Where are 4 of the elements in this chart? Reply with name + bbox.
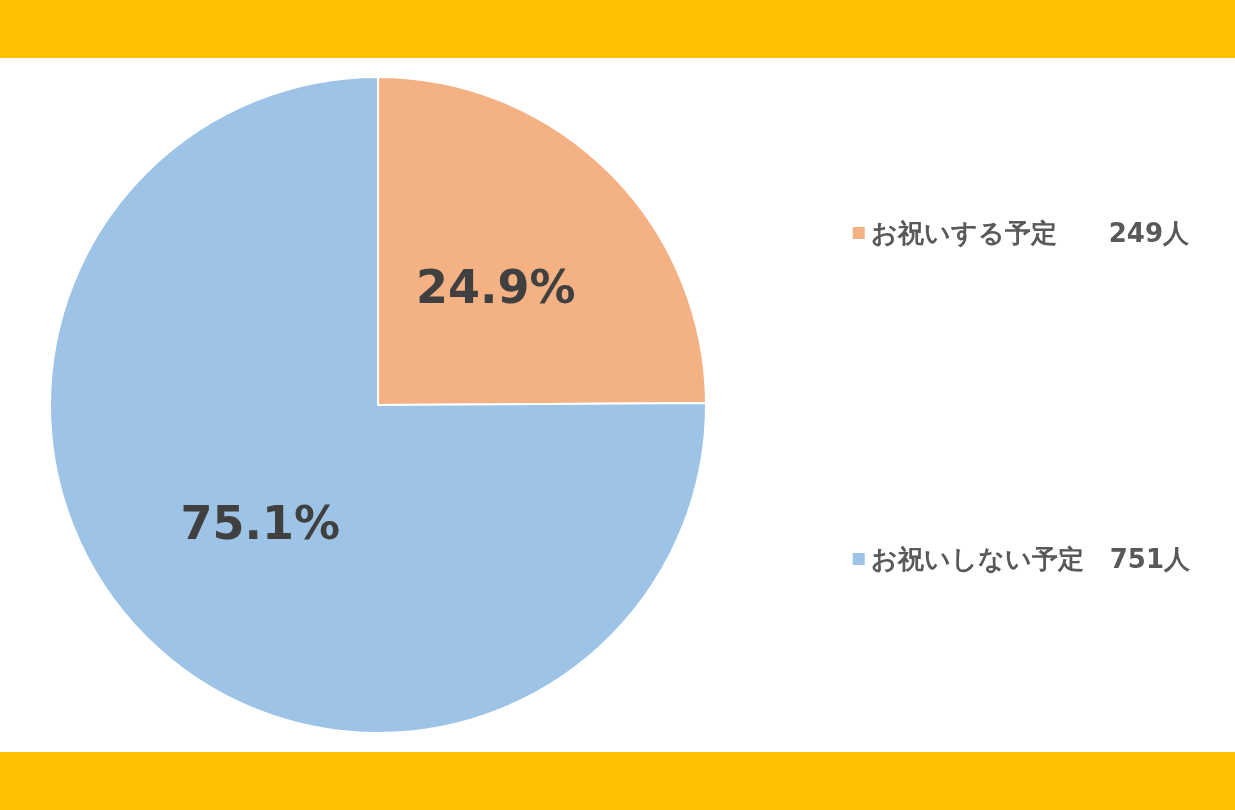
data-label: 75.1%	[180, 496, 341, 551]
legend-label: お祝いしない予定 751人	[870, 544, 1191, 574]
data-label: 24.9%	[415, 259, 576, 314]
legend-label: お祝いする予定 249人	[870, 218, 1190, 248]
